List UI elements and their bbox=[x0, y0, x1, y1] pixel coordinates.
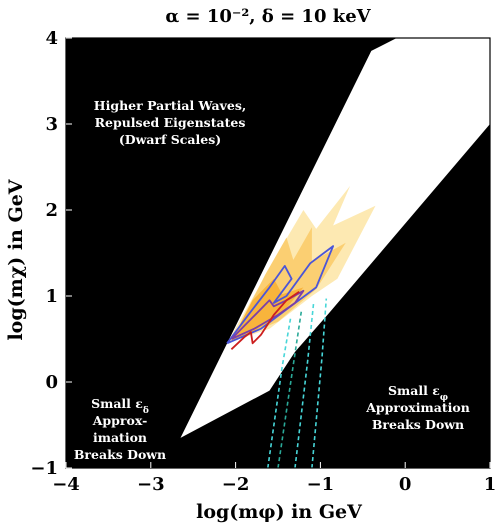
plot-area: Higher Partial Waves, Repulsed Eigenstate… bbox=[65, 37, 491, 469]
y-tick-label: −1 bbox=[30, 458, 58, 479]
x-tick-labels: −4 −3 −2 −1 0 1 bbox=[52, 462, 496, 495]
annotation-lower-right-line-2: Approximation bbox=[365, 400, 470, 415]
annotation-lower-left-line-2: Approx- bbox=[92, 413, 148, 428]
annotation-upper-line-1: Higher Partial Waves, bbox=[94, 98, 246, 113]
x-tick-label: −3 bbox=[137, 474, 165, 495]
annotation-lower-left-line-4: Breaks Down bbox=[74, 447, 166, 462]
y-axis-label: log(mχ) in GeV bbox=[5, 178, 27, 340]
dashed-contour-2 bbox=[277, 308, 303, 469]
contour-red bbox=[230, 290, 300, 350]
y-tick-label: 2 bbox=[45, 200, 58, 221]
annotation-lower-right-subscript: φ bbox=[440, 393, 448, 403]
y-tick-label: 1 bbox=[45, 286, 58, 307]
annotation-lower-right-line-3: Breaks Down bbox=[372, 417, 464, 432]
y-tick-labels: −1 0 1 2 3 4 bbox=[30, 28, 72, 479]
dashed-contour-3 bbox=[294, 302, 315, 469]
y-tick-label: 0 bbox=[45, 372, 58, 393]
annotation-lower-left-subscript: δ bbox=[143, 406, 149, 416]
x-axis-label: log(mφ) in GeV bbox=[196, 501, 363, 523]
annotation-upper-line-2: Repulsed Eigenstates bbox=[95, 115, 246, 130]
dashed-contour-4 bbox=[311, 298, 328, 469]
plot-frame bbox=[65, 37, 491, 469]
x-tick-label: −1 bbox=[307, 474, 335, 495]
x-tick-label: −2 bbox=[222, 474, 250, 495]
x-tick-label: −4 bbox=[52, 474, 80, 495]
x-tick-label: 1 bbox=[484, 474, 497, 495]
x-tick-label: 0 bbox=[399, 474, 412, 495]
chart-title: α = 10⁻², δ = 10 keV bbox=[165, 6, 371, 27]
annotation-upper-line-3: (Dwarf Scales) bbox=[119, 132, 221, 147]
annotation-lower-left-line-3: imation bbox=[93, 430, 147, 445]
y-tick-label: 4 bbox=[45, 28, 58, 49]
y-tick-label: 3 bbox=[45, 114, 58, 135]
band-dark bbox=[231, 278, 304, 341]
dashed-contour-1 bbox=[267, 317, 292, 469]
